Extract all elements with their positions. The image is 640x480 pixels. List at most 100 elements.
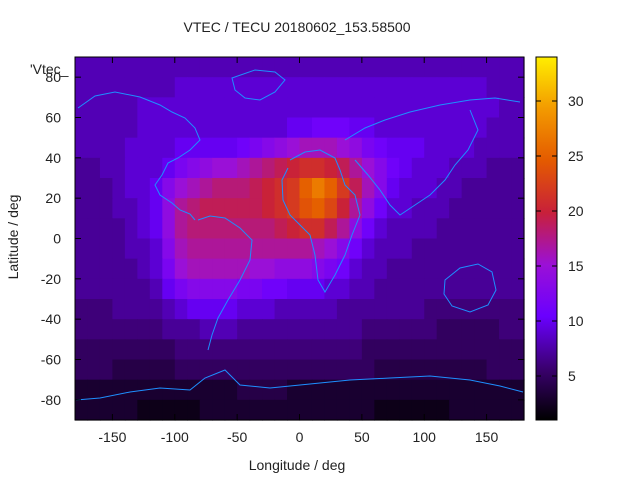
heatmap-cell — [474, 178, 488, 199]
heatmap-cell — [424, 278, 438, 300]
heatmap-cell — [287, 278, 301, 300]
heatmap-cell — [137, 198, 151, 219]
heatmap-cell — [449, 379, 463, 401]
x-tick-label: 50 — [354, 429, 370, 445]
heatmap-cell — [449, 97, 463, 119]
heatmap-cell — [287, 258, 301, 280]
heatmap-cell — [486, 379, 500, 401]
heatmap-cell — [449, 258, 463, 280]
heatmap-cell — [75, 97, 89, 119]
heatmap-cell — [87, 319, 101, 340]
heatmap-cell — [199, 77, 213, 98]
heatmap-cell — [212, 218, 226, 240]
heatmap-cell — [474, 258, 488, 280]
heatmap-cell — [386, 97, 400, 119]
heatmap-cell — [424, 299, 438, 320]
heatmap-cell — [99, 117, 114, 139]
heatmap-cell — [287, 157, 301, 179]
heatmap-cell — [336, 238, 350, 260]
heatmap-cell — [187, 198, 201, 219]
heatmap-cell — [474, 319, 488, 340]
heatmap-cell — [349, 198, 363, 219]
heatmap-cell — [237, 319, 251, 340]
heatmap-cell — [137, 399, 151, 421]
heatmap-cell — [249, 117, 263, 139]
heatmap-cell — [224, 77, 238, 98]
heatmap-cell — [511, 198, 525, 219]
heatmap-cell — [99, 258, 114, 280]
heatmap-cell — [361, 77, 375, 98]
heatmap-cell — [174, 157, 188, 179]
heatmap-cell — [374, 77, 388, 98]
heatmap-cell — [162, 238, 176, 260]
heatmap-cell — [224, 238, 238, 260]
heatmap-cell — [474, 57, 488, 78]
heatmap-cell — [336, 218, 350, 240]
heatmap-cell — [499, 258, 513, 280]
colorbar-tick-label: 5 — [568, 368, 576, 384]
y-tick-label: 20 — [45, 190, 61, 206]
heatmap-cell — [199, 157, 213, 179]
heatmap-cell — [87, 299, 101, 320]
heatmap-cell — [361, 178, 375, 199]
heatmap-cell — [87, 137, 101, 159]
heatmap-cell — [311, 97, 326, 119]
heatmap-cell — [399, 238, 413, 260]
heatmap-cell — [262, 379, 276, 401]
heatmap-cell — [212, 278, 226, 300]
heatmap-cell — [436, 198, 450, 219]
heatmap-cell — [99, 157, 114, 179]
heatmap-cells — [75, 57, 525, 421]
heatmap-cell — [311, 319, 326, 340]
heatmap-cell — [399, 97, 413, 119]
heatmap-cell — [424, 218, 438, 240]
heatmap-cell — [174, 278, 188, 300]
heatmap-cell — [112, 278, 126, 300]
heatmap-cell — [299, 278, 313, 300]
overlay-label: 'Vtec_ — [30, 61, 69, 77]
heatmap-cell — [449, 399, 463, 421]
heatmap-cell — [287, 379, 301, 401]
heatmap-cell — [287, 339, 301, 361]
heatmap-cell — [361, 379, 375, 401]
heatmap-cell — [361, 299, 375, 320]
heatmap-cell — [249, 278, 263, 300]
heatmap-cell — [474, 238, 488, 260]
heatmap-cell — [324, 198, 338, 219]
heatmap-cell — [399, 258, 413, 280]
heatmap-cell — [336, 97, 350, 119]
heatmap-cell — [199, 299, 213, 320]
heatmap-cell — [112, 77, 126, 98]
heatmap-cell — [162, 299, 176, 320]
heatmap-cell — [499, 157, 513, 179]
heatmap-cell — [199, 57, 213, 78]
heatmap-cell — [137, 117, 151, 139]
heatmap-cell — [299, 299, 313, 320]
heatmap-cell — [511, 379, 525, 401]
heatmap-cell — [149, 319, 163, 340]
heatmap-cell — [511, 218, 525, 240]
heatmap-cell — [124, 117, 138, 139]
heatmap-cell — [511, 238, 525, 260]
heatmap-cell — [386, 399, 400, 421]
heatmap-cell — [249, 258, 263, 280]
heatmap-cell — [137, 137, 151, 159]
heatmap-cell — [499, 178, 513, 199]
heatmap-cell — [336, 57, 350, 78]
heatmap-cell — [149, 97, 163, 119]
heatmap-cell — [311, 359, 326, 381]
heatmap-cell — [374, 399, 388, 421]
heatmap-cell — [324, 258, 338, 280]
heatmap-cell — [162, 399, 176, 421]
heatmap-cell — [411, 299, 425, 320]
heatmap-cell — [162, 218, 176, 240]
heatmap-cell — [386, 117, 400, 139]
heatmap-cell — [212, 258, 226, 280]
heatmap-cell — [149, 198, 163, 219]
heatmap-cell — [287, 137, 301, 159]
heatmap-cell — [336, 157, 350, 179]
heatmap-cell — [411, 359, 425, 381]
heatmap-cell — [112, 178, 126, 199]
heatmap-cell — [299, 198, 313, 219]
heatmap-cell — [174, 178, 188, 199]
